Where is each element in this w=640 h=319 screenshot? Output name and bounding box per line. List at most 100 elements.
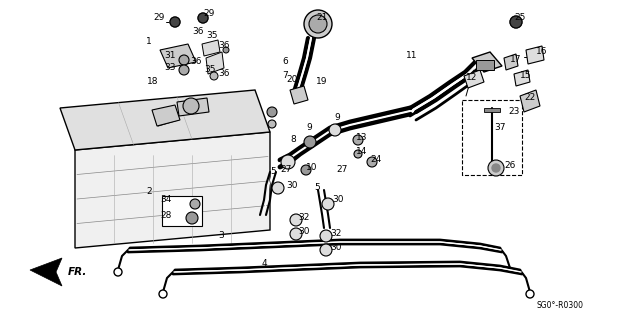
Circle shape — [329, 124, 341, 136]
Circle shape — [281, 155, 295, 169]
Text: FR.: FR. — [68, 267, 88, 277]
Text: 36: 36 — [218, 41, 230, 50]
Text: 8: 8 — [291, 136, 296, 145]
Polygon shape — [472, 52, 502, 72]
Polygon shape — [504, 54, 518, 70]
Text: 21: 21 — [316, 13, 328, 23]
Circle shape — [179, 55, 189, 65]
Text: 9: 9 — [334, 114, 340, 122]
Text: 29: 29 — [203, 10, 214, 19]
Circle shape — [114, 268, 122, 276]
Polygon shape — [206, 52, 224, 74]
Polygon shape — [177, 98, 209, 116]
Text: 28: 28 — [161, 211, 172, 220]
Bar — [484, 108, 500, 112]
Circle shape — [322, 198, 334, 210]
Circle shape — [309, 15, 327, 33]
Text: 29: 29 — [154, 13, 165, 23]
Text: 17: 17 — [510, 56, 522, 64]
Circle shape — [492, 164, 500, 172]
Text: 32: 32 — [330, 229, 341, 239]
Text: 34: 34 — [161, 196, 172, 204]
Circle shape — [290, 214, 302, 226]
Polygon shape — [290, 86, 308, 104]
Circle shape — [268, 120, 276, 128]
Circle shape — [510, 16, 522, 28]
Circle shape — [198, 13, 208, 23]
Text: 26: 26 — [504, 161, 515, 170]
Polygon shape — [75, 132, 270, 248]
Polygon shape — [160, 44, 196, 68]
Circle shape — [488, 160, 504, 176]
Circle shape — [353, 135, 363, 145]
Circle shape — [186, 212, 198, 224]
Text: 1: 1 — [147, 38, 152, 47]
Text: 36: 36 — [218, 70, 230, 78]
Circle shape — [159, 290, 167, 298]
Polygon shape — [60, 90, 270, 150]
Circle shape — [320, 244, 332, 256]
Circle shape — [301, 165, 311, 175]
Text: 10: 10 — [306, 164, 317, 173]
Polygon shape — [520, 90, 540, 112]
Text: 5: 5 — [314, 183, 320, 192]
Text: 5: 5 — [270, 167, 276, 176]
Polygon shape — [155, 110, 178, 126]
Text: 2: 2 — [147, 188, 152, 197]
Text: SG0°-R0300: SG0°-R0300 — [536, 301, 584, 310]
Polygon shape — [30, 258, 62, 286]
Text: 31: 31 — [164, 51, 176, 61]
Text: 18: 18 — [147, 78, 158, 86]
Circle shape — [179, 65, 189, 75]
Text: 30: 30 — [330, 243, 342, 253]
Text: 11: 11 — [406, 51, 417, 61]
Circle shape — [272, 182, 284, 194]
Circle shape — [354, 150, 362, 158]
Text: 19: 19 — [316, 78, 328, 86]
Circle shape — [267, 107, 277, 117]
Polygon shape — [526, 46, 544, 64]
Text: 35: 35 — [204, 65, 216, 75]
Circle shape — [304, 10, 332, 38]
Text: 9: 9 — [306, 123, 312, 132]
Circle shape — [290, 228, 302, 240]
Circle shape — [526, 290, 534, 298]
Text: 24: 24 — [370, 155, 381, 165]
Text: 30: 30 — [298, 227, 310, 236]
Text: 30: 30 — [332, 196, 344, 204]
Text: 32: 32 — [298, 213, 309, 222]
Text: 20: 20 — [287, 76, 298, 85]
Circle shape — [183, 98, 199, 114]
Text: 37: 37 — [494, 123, 506, 132]
Text: 27: 27 — [336, 166, 348, 174]
Text: 23: 23 — [508, 108, 520, 116]
Polygon shape — [152, 105, 180, 126]
Text: 36: 36 — [190, 57, 202, 66]
Text: 16: 16 — [536, 48, 547, 56]
Text: 30: 30 — [286, 181, 298, 189]
Circle shape — [223, 47, 229, 53]
Text: 6: 6 — [282, 57, 288, 66]
Circle shape — [304, 136, 316, 148]
Polygon shape — [514, 70, 530, 86]
Text: 36: 36 — [192, 27, 204, 36]
Circle shape — [210, 72, 218, 80]
Text: 27: 27 — [280, 166, 292, 174]
Polygon shape — [464, 70, 484, 88]
Circle shape — [320, 230, 332, 242]
Text: 22: 22 — [524, 93, 535, 102]
Text: 13: 13 — [356, 133, 367, 143]
Text: 3: 3 — [218, 232, 224, 241]
Text: 15: 15 — [520, 71, 531, 80]
Bar — [162, 196, 202, 226]
Text: 4: 4 — [262, 259, 268, 269]
Text: 12: 12 — [466, 73, 477, 83]
Circle shape — [190, 199, 200, 209]
Bar — [462, 100, 522, 175]
Circle shape — [367, 157, 377, 167]
Text: 33: 33 — [164, 63, 176, 72]
Bar — [476, 60, 494, 70]
Polygon shape — [202, 40, 220, 56]
Text: 14: 14 — [356, 147, 367, 157]
Circle shape — [170, 17, 180, 27]
